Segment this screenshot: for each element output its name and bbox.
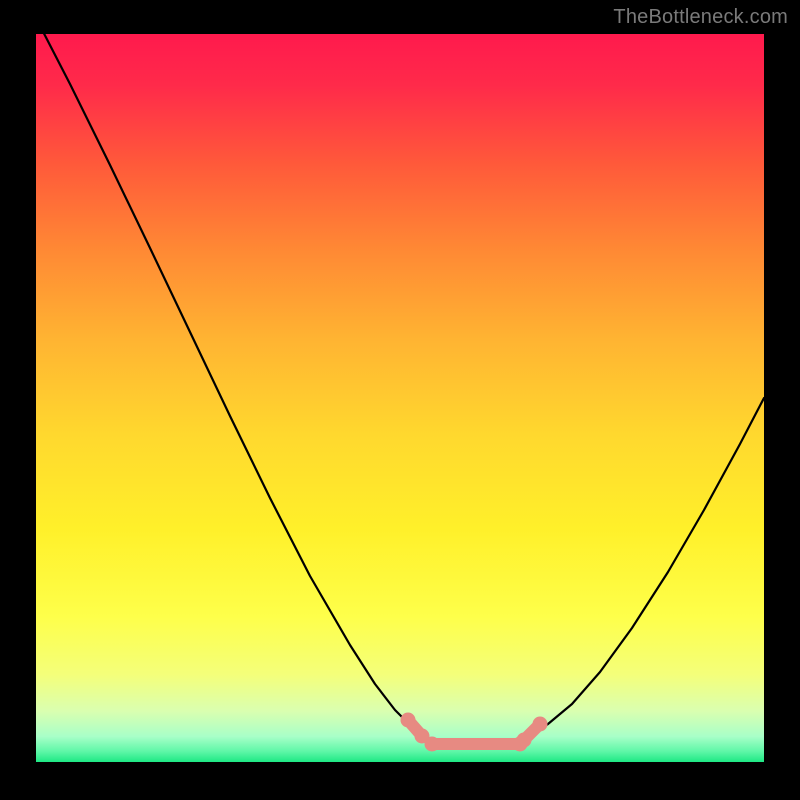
bottom-marker-dot: [401, 713, 416, 728]
left-curve: [36, 18, 422, 735]
right-curve: [530, 398, 764, 735]
bottom-marker-group: [401, 713, 548, 752]
chart-overlay: [36, 34, 764, 762]
plot-area: [36, 34, 764, 762]
bottom-marker-dot: [533, 717, 548, 732]
bottom-marker-dot: [425, 737, 440, 752]
watermark-text: TheBottleneck.com: [613, 6, 788, 29]
bottom-marker-dot: [517, 733, 532, 748]
